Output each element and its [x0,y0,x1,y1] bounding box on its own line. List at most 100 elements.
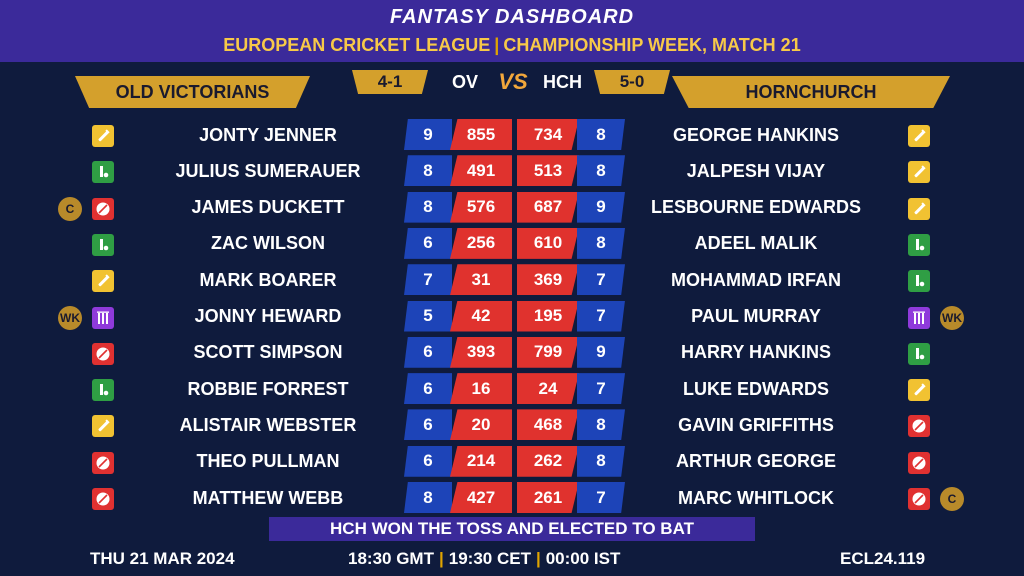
player-rating-left: 6 [404,445,452,477]
player-points-right: 468 [517,409,579,441]
player-row: C JAMES DUCKETT 8 576 687 9 LESBOURNE EDWARDS [0,191,1024,224]
player-rating-right: 9 [577,191,625,223]
time-ist: 00:00 IST [545,549,621,568]
player-points-left: 256 [450,227,512,259]
player-row: ZAC WILSON 6 256 610 8 ADEEL MALIK [0,227,1024,260]
player-points-right: 261 [517,482,579,513]
player-name-left: THEO PULLMAN [196,451,340,472]
player-rating-left: 6 [404,336,452,368]
player-row: WK JONNY HEWARD 5 42 195 7 PAUL MURRAY WK [0,300,1024,333]
ball-icon [92,342,114,365]
player-points-right: 262 [517,445,579,477]
time-separator: | [535,549,541,568]
player-row: JONTY JENNER 9 855 734 8 GEORGE HANKINS [0,119,1024,151]
time-gmt: 18:30 GMT [348,549,434,568]
team-banner-right: HORNCHURCH [672,76,950,108]
player-name-left: JAMES DUCKETT [191,197,345,218]
player-rating-left: 5 [404,300,452,332]
match-code: ECL24.119 [840,549,926,568]
bat-icon [92,415,114,438]
player-row: ROBBIE FORREST 6 16 24 7 LUKE EDWARDS [0,373,1024,405]
player-rating-right: 7 [577,264,625,296]
team-abbr-right: HCH [543,71,582,92]
player-rating-right: 8 [577,119,625,150]
team-score-right: 5-0 [594,70,670,94]
player-points-left: 214 [450,445,512,477]
player-points-right: 195 [517,300,579,332]
player-points-right: 513 [517,155,579,187]
player-rating-left: 6 [404,227,452,259]
allrounder-icon [908,270,930,293]
player-rating-right: 7 [577,373,625,405]
player-rating-right: 8 [577,445,625,477]
player-name-right: PAUL MURRAY [691,306,821,326]
subtitle-separator: | [494,35,500,55]
allrounder-icon [92,233,114,256]
player-name-right: JALPESH VIJAY [686,160,826,181]
player-name-right: GEORGE HANKINS [672,124,840,145]
player-rating-right: 8 [577,227,625,259]
player-row: ALISTAIR WEBSTER 6 20 468 8 GAVIN GRIFFITHS [0,409,1024,441]
player-name-right: MOHAMMAD IRFAN [671,269,841,290]
wicketkeeper-badge: WK [58,305,82,330]
player-name-right: GAVIN GRIFFITHS [678,414,834,435]
league-name: EUROPEAN CRICKET LEAGUE [223,35,491,55]
player-points-right: 24 [517,373,579,405]
player-row: MATTHEW WEBB 8 427 261 7 MARC WHITLOCK C [0,482,1024,514]
player-name-left: JONTY JENNER [199,124,337,145]
player-rating-left: 6 [404,409,452,441]
ball-icon [908,451,930,474]
player-rating-left: 9 [404,119,452,150]
bat-icon [908,197,930,220]
player-name-left: MARK BOARER [199,269,337,290]
player-rating-left: 8 [404,191,452,223]
ball-icon [92,197,114,220]
player-name-left: ZAC WILSON [211,233,325,254]
bat-icon [908,379,930,402]
ball-icon [908,488,930,510]
bat-icon [908,161,930,184]
player-row: JULIUS SUMERAUER 8 491 513 8 JALPESH VIJAY [0,155,1024,187]
player-rating-left: 8 [404,155,452,187]
player-rating-right: 7 [577,482,625,513]
player-name-right: HARRY HANKINS [680,342,831,363]
player-rating-left: 6 [404,373,452,405]
player-points-right: 687 [517,191,579,223]
player-name-right: LESBOURNE EDWARDS [650,197,861,218]
player-points-right: 799 [517,336,579,368]
allrounder-icon [92,161,114,184]
player-rating-right: 8 [577,155,625,187]
player-name-right: ARTHUR GEORGE [675,451,836,472]
allrounder-icon [908,342,930,365]
player-name-right: LUKE EDWARDS [682,378,829,399]
player-points-left: 393 [450,336,512,368]
player-name-left: JULIUS SUMERAUER [175,160,361,181]
team-score-left: 4-1 [352,70,428,94]
player-points-left: 855 [450,119,512,150]
player-rating-right: 8 [577,409,625,441]
ball-icon [92,451,114,474]
player-rating-right: 9 [577,336,625,368]
allrounder-icon [908,233,930,256]
player-rating-left: 7 [404,264,452,296]
captain-badge: C [58,196,82,221]
allrounder-icon [92,379,114,402]
player-name-right: ADEEL MALIK [694,233,818,254]
bat-icon [908,125,930,147]
player-points-left: 20 [450,409,512,441]
player-row: THEO PULLMAN 6 214 262 8 ARTHUR GEORGE [0,445,1024,478]
captain-badge: C [940,487,964,511]
toss-banner: HCH WON THE TOSS AND ELECTED TO BAT [269,517,755,541]
page-subtitle: EUROPEAN CRICKET LEAGUE | CHAMPIONSHIP WEE… [0,35,1024,56]
wicketkeeper-badge: WK [940,305,964,330]
bat-icon [92,125,114,147]
vs-icon: VS [498,69,528,94]
player-rating-right: 7 [577,300,625,332]
player-points-left: 576 [450,191,512,223]
player-name-left: MATTHEW WEBB [192,487,344,508]
player-name-left: ALISTAIR WEBSTER [179,414,357,435]
player-name-left: JONNY HEWARD [194,306,342,326]
match-name: CHAMPIONSHIP WEEK, MATCH 21 [503,35,801,55]
match-date: THU 21 MAR 2024 [90,549,235,568]
player-name-left: ROBBIE FORREST [187,378,349,399]
